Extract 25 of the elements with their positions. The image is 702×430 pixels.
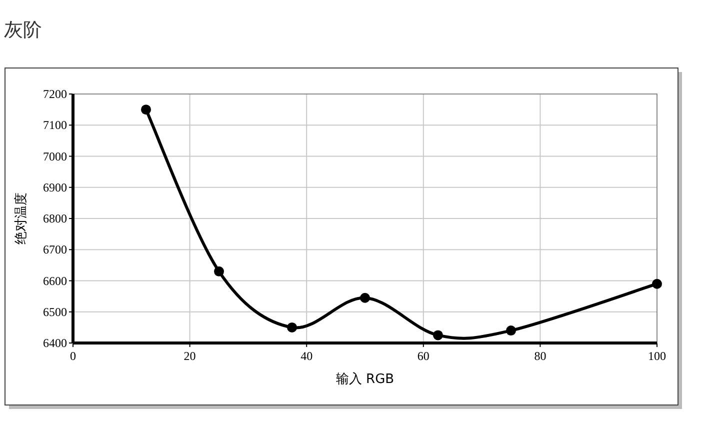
x-tick-label: 20 xyxy=(184,349,196,363)
point xyxy=(506,326,516,336)
y-tick-label: 6400 xyxy=(43,336,67,350)
x-axis-title: 输入 RGB xyxy=(336,372,394,387)
x-tick-label: 100 xyxy=(648,349,666,363)
y-tick-label: 6600 xyxy=(43,274,67,288)
point xyxy=(360,292,370,303)
y-tick-label: 6900 xyxy=(43,180,67,194)
y-axis-title: 绝对温度 xyxy=(13,192,29,244)
x-tick-label: 40 xyxy=(300,349,313,363)
y-tick-label: 7100 xyxy=(43,118,67,132)
x-tick-label: 80 xyxy=(534,349,546,363)
x-tick-label: 0 xyxy=(70,349,76,363)
point xyxy=(141,104,151,115)
y-tick-label: 7000 xyxy=(43,149,67,164)
chart-title: 灰阶 xyxy=(4,19,42,41)
y-tick-label: 6700 xyxy=(43,242,67,257)
point xyxy=(287,322,297,332)
y-tick-label: 6500 xyxy=(43,304,67,319)
point xyxy=(652,278,662,289)
y-tick-label: 7200 xyxy=(43,87,67,101)
point xyxy=(214,266,224,276)
point xyxy=(433,330,443,340)
y-tick-label: 6800 xyxy=(43,212,67,226)
x-tick-label: 60 xyxy=(417,349,430,363)
